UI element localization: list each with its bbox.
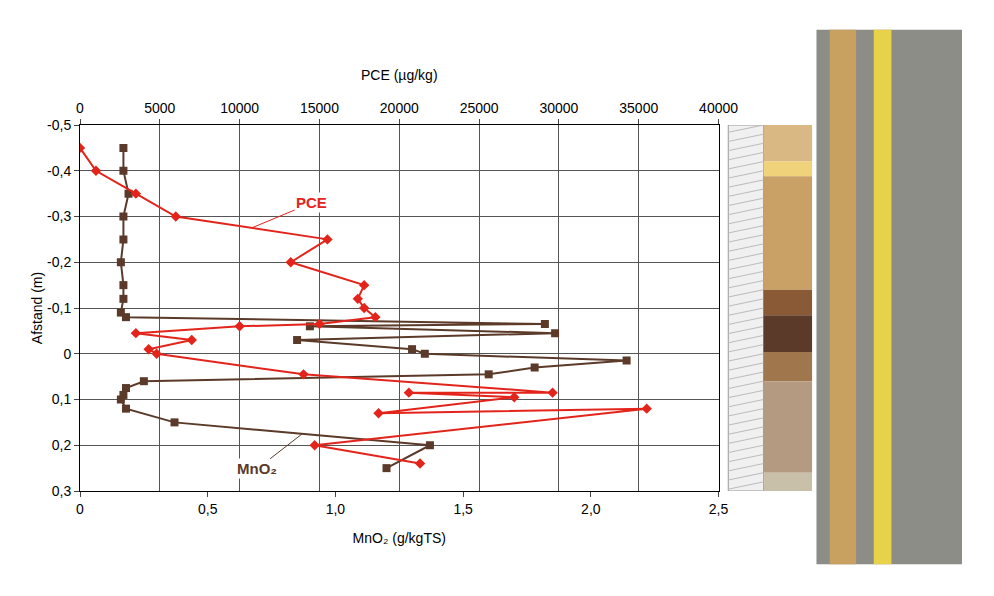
svg-text:30000: 30000 xyxy=(539,100,578,116)
svg-text:10000: 10000 xyxy=(220,100,259,116)
svg-text:-0,2: -0,2 xyxy=(47,254,71,270)
svg-text:-0,3: -0,3 xyxy=(47,208,71,224)
svg-text:-0,1: -0,1 xyxy=(47,300,71,316)
svg-text:35000: 35000 xyxy=(619,100,658,116)
svg-text:PCE (µg/kg): PCE (µg/kg) xyxy=(361,67,438,83)
svg-text:1,0: 1,0 xyxy=(326,501,346,517)
svg-text:-0,5: -0,5 xyxy=(47,117,71,133)
svg-text:MnO₂: MnO₂ xyxy=(237,460,277,477)
svg-text:0,3: 0,3 xyxy=(52,483,72,499)
svg-text:PCE: PCE xyxy=(296,194,327,211)
svg-text:15000: 15000 xyxy=(300,100,339,116)
svg-text:0,1: 0,1 xyxy=(52,391,72,407)
svg-text:0,5: 0,5 xyxy=(198,501,218,517)
svg-text:2,5: 2,5 xyxy=(709,501,729,517)
svg-text:2,0: 2,0 xyxy=(581,501,601,517)
svg-text:0,2: 0,2 xyxy=(52,437,72,453)
svg-text:0: 0 xyxy=(76,501,84,517)
svg-text:0: 0 xyxy=(76,100,84,116)
svg-text:40000: 40000 xyxy=(699,100,738,116)
svg-text:20000: 20000 xyxy=(380,100,419,116)
svg-text:Afstand (m): Afstand (m) xyxy=(29,272,45,344)
svg-text:0: 0 xyxy=(63,346,71,362)
svg-text:5000: 5000 xyxy=(144,100,175,116)
svg-text:25000: 25000 xyxy=(460,100,499,116)
svg-text:MnO₂ (g/kgTS): MnO₂ (g/kgTS) xyxy=(353,530,446,546)
svg-text:-0,4: -0,4 xyxy=(47,163,71,179)
svg-text:1,5: 1,5 xyxy=(453,501,473,517)
